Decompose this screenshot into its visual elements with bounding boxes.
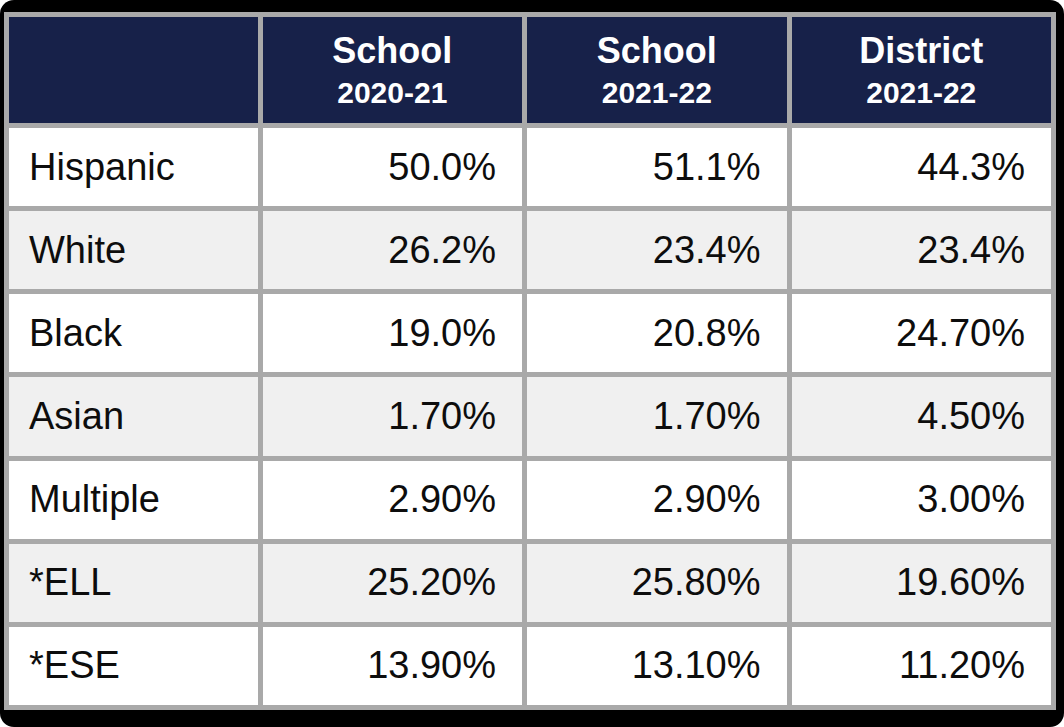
table-row-ese: *ESE 13.90% 13.10% 11.20% (9, 627, 1051, 705)
cell-value: 13.90% (263, 627, 522, 705)
screenshot-stage: School 2020-21 School 2021-22 District 2… (0, 0, 1064, 727)
column-header-label: School (267, 28, 518, 74)
column-header-sublabel: 2020-21 (267, 74, 518, 112)
row-label: White (9, 211, 258, 289)
row-label: *ESE (9, 627, 258, 705)
cell-value: 50.0% (263, 128, 522, 206)
row-label: Multiple (9, 461, 258, 539)
cell-value: 1.70% (527, 377, 786, 455)
column-header-school-2021-22: School 2021-22 (527, 17, 786, 123)
column-header-label: School (531, 28, 782, 74)
column-header-sublabel: 2021-22 (796, 74, 1047, 112)
cell-value: 25.20% (263, 544, 522, 622)
cell-value: 23.4% (527, 211, 786, 289)
row-label: Black (9, 294, 258, 372)
cell-value: 2.90% (527, 461, 786, 539)
cell-value: 24.70% (792, 294, 1051, 372)
column-header-label: District (796, 28, 1047, 74)
corner-cell (9, 17, 258, 123)
table-row-multiple: Multiple 2.90% 2.90% 3.00% (9, 461, 1051, 539)
table-row-asian: Asian 1.70% 1.70% 4.50% (9, 377, 1051, 455)
row-label: Asian (9, 377, 258, 455)
table-row-white: White 26.2% 23.4% 23.4% (9, 211, 1051, 289)
cell-value: 13.10% (527, 627, 786, 705)
cell-value: 11.20% (792, 627, 1051, 705)
cell-value: 20.8% (527, 294, 786, 372)
cell-value: 2.90% (263, 461, 522, 539)
table-row-hispanic: Hispanic 50.0% 51.1% 44.3% (9, 128, 1051, 206)
cell-value: 19.0% (263, 294, 522, 372)
demographics-table: School 2020-21 School 2021-22 District 2… (4, 12, 1056, 710)
row-label: *ELL (9, 544, 258, 622)
column-header-school-2020-21: School 2020-21 (263, 17, 522, 123)
table-row-black: Black 19.0% 20.8% 24.70% (9, 294, 1051, 372)
cell-value: 25.80% (527, 544, 786, 622)
cell-value: 26.2% (263, 211, 522, 289)
cell-value: 51.1% (527, 128, 786, 206)
column-header-sublabel: 2021-22 (531, 74, 782, 112)
cell-value: 3.00% (792, 461, 1051, 539)
cell-value: 1.70% (263, 377, 522, 455)
table-outer-frame: School 2020-21 School 2021-22 District 2… (0, 0, 1064, 727)
cell-value: 23.4% (792, 211, 1051, 289)
table-row-ell: *ELL 25.20% 25.80% 19.60% (9, 544, 1051, 622)
cell-value: 44.3% (792, 128, 1051, 206)
header-row: School 2020-21 School 2021-22 District 2… (9, 17, 1051, 123)
cell-value: 4.50% (792, 377, 1051, 455)
cell-value: 19.60% (792, 544, 1051, 622)
row-label: Hispanic (9, 128, 258, 206)
column-header-district-2021-22: District 2021-22 (792, 17, 1051, 123)
